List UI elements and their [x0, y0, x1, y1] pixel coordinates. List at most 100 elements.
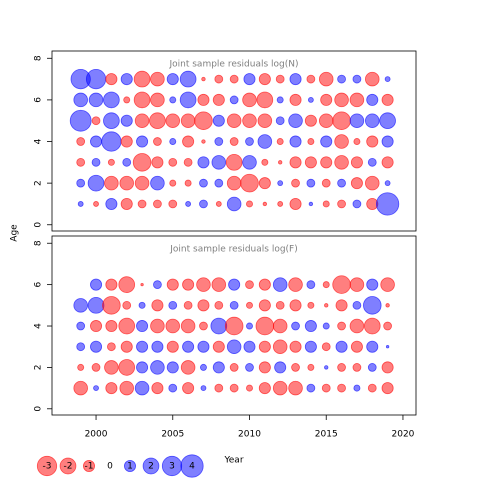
bubble: [337, 199, 346, 209]
bubble: [122, 157, 132, 167]
bubble: [134, 175, 150, 191]
bubble: [366, 135, 379, 148]
bubble: [90, 278, 103, 291]
bubble: [214, 300, 224, 310]
bubble: [168, 157, 178, 167]
x-tick-label: 2010: [238, 430, 261, 440]
y-tick-label: 2: [34, 365, 44, 371]
bubble: [120, 340, 133, 353]
bubble: [214, 383, 224, 393]
bubble: [149, 112, 166, 130]
bubble: [90, 320, 103, 333]
bubble: [318, 113, 334, 128]
bubble: [194, 111, 213, 130]
bubble: [212, 114, 225, 127]
bubble: [136, 135, 149, 148]
bubble: [277, 201, 284, 207]
bubble: [199, 363, 207, 371]
y-tick-label: 8: [34, 240, 44, 246]
bubble: [102, 296, 121, 315]
bubble: [179, 91, 197, 109]
bubble: [105, 73, 118, 86]
bubble: [183, 300, 193, 310]
bubble: [201, 76, 206, 82]
bubble: [367, 363, 377, 372]
bubble: [246, 200, 253, 208]
bubble: [278, 160, 283, 165]
bubble: [304, 320, 317, 333]
bubble: [277, 180, 284, 187]
bubble: [93, 385, 99, 392]
bubble: [150, 175, 165, 191]
bubble: [306, 74, 316, 84]
bubble: [182, 382, 195, 395]
bubble: [105, 320, 118, 333]
bubble: [261, 158, 269, 166]
bubble: [120, 114, 133, 127]
bubble: [169, 138, 177, 145]
bubble: [201, 139, 206, 144]
bubble: [321, 383, 331, 393]
bubble: [245, 137, 254, 146]
bubble: [246, 322, 253, 330]
bubble: [245, 363, 254, 372]
legend-label: 2: [148, 462, 154, 472]
bubble: [242, 113, 257, 128]
bubble: [168, 383, 178, 393]
bubble: [365, 113, 380, 128]
y-tick-label: 6: [34, 97, 44, 103]
bubble: [288, 380, 303, 396]
y-tick-label: 4: [34, 138, 44, 144]
bubble: [150, 360, 165, 375]
bubble: [308, 201, 314, 207]
bubble: [91, 116, 101, 126]
bubble: [274, 361, 287, 374]
bubble: [350, 340, 363, 353]
bubble: [136, 340, 149, 353]
bubble: [324, 303, 329, 308]
bubble: [118, 276, 136, 293]
bubble: [133, 91, 151, 109]
bubble: [136, 320, 149, 333]
legend-bubble: [36, 455, 58, 477]
bubble: [123, 96, 131, 104]
bubble: [224, 316, 244, 336]
y-tick-label: 2: [34, 180, 44, 186]
bubble: [76, 178, 86, 188]
bubble: [120, 135, 133, 148]
bubble: [120, 197, 133, 210]
bubble: [353, 384, 361, 392]
bubble: [291, 178, 300, 188]
bubble: [90, 340, 103, 353]
bubble: [212, 361, 225, 374]
bubble: [214, 74, 224, 84]
bubble: [349, 318, 365, 334]
bubble: [385, 303, 390, 308]
bubble: [321, 342, 331, 352]
bubble: [291, 321, 300, 331]
bubble: [151, 382, 164, 395]
bubble: [199, 178, 208, 188]
bubble: [350, 156, 363, 169]
bubble: [365, 175, 380, 191]
bubble: [197, 299, 210, 312]
bubble: [349, 113, 365, 128]
bubble: [245, 280, 254, 289]
x-tick-label: 2020: [392, 430, 415, 440]
bubble: [211, 155, 227, 170]
bubble: [180, 360, 196, 375]
bubble: [211, 277, 227, 292]
bubble: [214, 137, 224, 146]
bubble: [366, 278, 379, 291]
bubble: [242, 92, 257, 108]
panel-title: Joint sample residuals log(N): [168, 60, 298, 70]
bubble: [350, 177, 363, 190]
bubble: [229, 95, 239, 105]
bubble: [337, 74, 346, 84]
bubble: [166, 278, 179, 291]
bubble: [332, 275, 351, 294]
bubble: [318, 71, 334, 87]
bubble: [120, 73, 133, 86]
bubble: [183, 157, 193, 167]
